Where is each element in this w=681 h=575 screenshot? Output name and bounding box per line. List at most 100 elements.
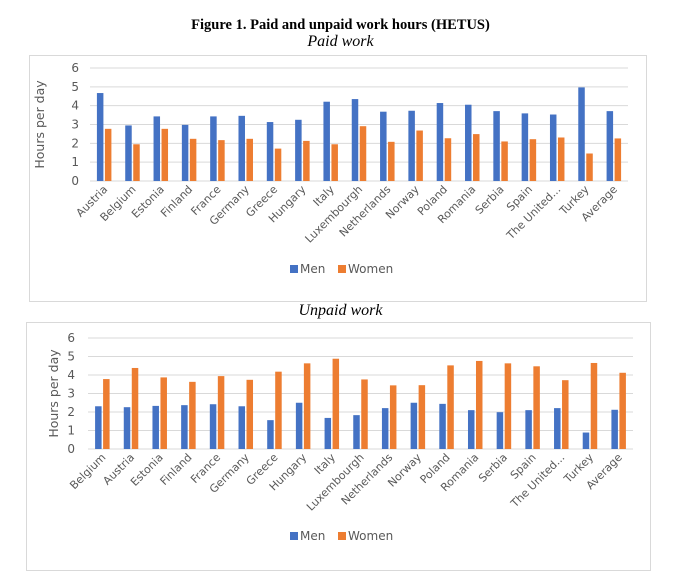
bar-men [181,405,188,449]
bar-men [238,115,245,181]
x-tick-label: Estonia [128,451,166,489]
bar-women [361,379,368,449]
legend-swatch-men [290,265,298,273]
bar-women [447,365,454,449]
y-tick-label: 3 [67,387,75,401]
bar-women [475,360,483,449]
bar-men [95,406,102,449]
y-tick-label: 2 [67,405,75,419]
paid-work-chart-frame [29,55,647,302]
bar-women [218,140,225,181]
bar-women [557,137,565,181]
bar-men [606,111,614,181]
legend-label-women: Women [348,529,393,543]
bar-women [533,366,540,449]
y-tick-label: 6 [71,61,79,75]
bar-men [381,408,389,449]
bar-men [152,405,159,449]
bar-women [504,363,512,449]
bar-men [436,103,444,181]
y-tick-label: 0 [67,442,75,456]
y-axis-label: Hours per day [46,349,61,438]
bar-women [332,358,340,449]
bar-men [351,99,359,181]
bar-men [467,410,475,449]
bar-men [439,403,446,449]
paid-work-title: Paid work [307,33,374,50]
bar-men [554,408,561,449]
y-tick-label: 0 [71,174,79,188]
bar-women [473,134,480,181]
y-axis-label: Hours per day [32,80,47,169]
bar-men [521,113,529,181]
legend-swatch-women [338,265,346,273]
bar-women [189,381,196,449]
bar-men [153,116,161,181]
bar-men [96,93,104,181]
legend-swatch-women [338,532,346,540]
bar-women [416,130,423,181]
bar-men [380,111,387,181]
bar-men [181,124,189,181]
bar-women [133,144,140,181]
y-tick-label: 5 [71,80,79,94]
bar-women [161,128,169,181]
bar-men [410,402,418,449]
bar-women [246,138,253,181]
bar-women [619,372,626,449]
bar-men [238,406,246,449]
bar-women [562,380,569,449]
bar-men [353,415,360,449]
x-tick-label: Finland [158,451,195,488]
legend-label-women: Women [348,262,393,276]
bar-men [578,87,585,181]
bar-women [501,141,508,181]
bar-men [408,110,415,181]
bar-women [160,377,167,449]
bar-men [549,114,557,181]
legend-label-men: Men [300,262,325,276]
bar-women [418,385,426,449]
bar-men [125,125,132,181]
bar-women [104,128,112,181]
bar-women [590,362,598,449]
bar-women [103,379,110,449]
bar-men [611,409,618,449]
bar-women [359,126,367,181]
bar-men [210,116,217,181]
bar-men [123,407,131,449]
bar-women [444,138,452,181]
bar-women [275,371,282,449]
bar-women [389,385,397,449]
bar-women [246,379,254,449]
y-tick-label: 1 [67,424,75,438]
unpaid-work-title: Unpaid work [298,302,383,319]
bar-men [209,404,217,449]
bar-men [267,420,274,449]
x-tick-label: Serbia [476,451,510,485]
bar-women [217,376,225,449]
y-tick-label: 3 [71,118,79,132]
y-tick-label: 4 [67,368,75,382]
bar-men [323,101,330,181]
y-tick-label: 1 [71,155,79,169]
bar-women [274,148,282,181]
bar-men [465,104,472,181]
y-tick-label: 5 [67,350,75,364]
bar-women [331,144,338,181]
bar-women [614,138,622,181]
bar-men [295,402,303,449]
y-tick-label: 4 [71,99,79,113]
bar-women [586,153,593,181]
bar-women [131,367,139,449]
bar-men [525,410,532,449]
bar-men [324,417,332,449]
bar-women [388,141,395,181]
bar-women [303,140,310,181]
bar-women [529,139,537,181]
bar-men [493,111,500,181]
y-tick-label: 2 [71,136,79,150]
bar-women [189,138,197,181]
bar-men [266,122,274,181]
